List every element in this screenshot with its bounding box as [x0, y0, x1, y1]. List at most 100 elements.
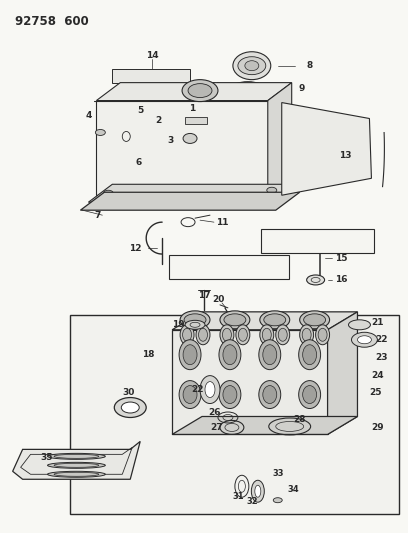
FancyBboxPatch shape	[169, 255, 289, 279]
Ellipse shape	[299, 381, 321, 408]
Ellipse shape	[263, 385, 277, 403]
Text: 13: 13	[339, 151, 352, 160]
Text: 34: 34	[288, 484, 299, 494]
Polygon shape	[13, 441, 140, 479]
Text: 30: 30	[122, 388, 135, 397]
Ellipse shape	[203, 196, 213, 202]
Ellipse shape	[307, 275, 325, 285]
Polygon shape	[172, 416, 357, 434]
Text: 22: 22	[191, 385, 203, 394]
Text: 35: 35	[40, 453, 53, 462]
Ellipse shape	[352, 332, 377, 347]
Ellipse shape	[200, 376, 220, 403]
Ellipse shape	[179, 340, 201, 370]
Ellipse shape	[205, 382, 215, 398]
Ellipse shape	[180, 325, 194, 345]
Ellipse shape	[220, 311, 250, 329]
Ellipse shape	[95, 130, 105, 135]
Ellipse shape	[224, 314, 246, 326]
Bar	[112, 69, 190, 83]
Ellipse shape	[196, 325, 210, 345]
Text: AIR CLEANER: AIR CLEANER	[292, 237, 343, 246]
Text: 18: 18	[142, 350, 155, 359]
Text: 31: 31	[232, 492, 244, 500]
Text: 1: 1	[189, 104, 195, 113]
Ellipse shape	[183, 385, 197, 403]
Text: 28: 28	[293, 415, 306, 424]
Text: 14: 14	[146, 51, 158, 60]
Polygon shape	[172, 312, 357, 330]
Ellipse shape	[114, 398, 146, 417]
Ellipse shape	[182, 79, 218, 102]
Ellipse shape	[220, 325, 234, 345]
Ellipse shape	[183, 345, 197, 365]
Ellipse shape	[238, 328, 247, 341]
Ellipse shape	[303, 385, 317, 403]
Ellipse shape	[222, 328, 231, 341]
Ellipse shape	[278, 328, 287, 341]
Ellipse shape	[260, 311, 290, 329]
Ellipse shape	[267, 187, 277, 193]
Text: 3: 3	[167, 136, 173, 145]
Bar	[71, 315, 399, 514]
Ellipse shape	[263, 345, 277, 365]
Ellipse shape	[184, 314, 206, 326]
Text: 26: 26	[209, 408, 221, 417]
Ellipse shape	[182, 328, 191, 341]
Ellipse shape	[153, 195, 163, 201]
Ellipse shape	[260, 325, 274, 345]
Text: 20: 20	[212, 295, 224, 304]
Ellipse shape	[103, 190, 113, 196]
Ellipse shape	[199, 328, 208, 341]
Polygon shape	[268, 83, 292, 195]
Text: 8: 8	[306, 61, 313, 70]
Polygon shape	[80, 192, 299, 210]
Text: 25: 25	[369, 388, 381, 397]
Ellipse shape	[303, 345, 317, 365]
Ellipse shape	[299, 340, 321, 370]
Polygon shape	[282, 102, 371, 195]
Ellipse shape	[299, 325, 314, 345]
Ellipse shape	[185, 320, 205, 329]
Text: SURGE TANK: SURGE TANK	[204, 262, 253, 271]
FancyBboxPatch shape	[261, 229, 375, 253]
Text: 17: 17	[198, 292, 210, 301]
Ellipse shape	[219, 381, 241, 408]
Text: 33: 33	[272, 469, 284, 478]
Ellipse shape	[299, 311, 330, 329]
Text: 4: 4	[85, 111, 91, 120]
Ellipse shape	[264, 314, 286, 326]
Text: 16: 16	[335, 276, 348, 285]
Polygon shape	[96, 101, 268, 195]
Text: 29: 29	[371, 423, 384, 432]
Text: 32: 32	[246, 497, 257, 506]
Ellipse shape	[223, 345, 237, 365]
Ellipse shape	[259, 381, 281, 408]
Ellipse shape	[348, 320, 370, 330]
Text: 6: 6	[135, 158, 141, 167]
Ellipse shape	[259, 340, 281, 370]
Ellipse shape	[121, 402, 139, 413]
Ellipse shape	[219, 340, 241, 370]
Text: 9: 9	[299, 84, 305, 93]
Bar	[185, 117, 207, 125]
Ellipse shape	[251, 480, 264, 502]
Text: 9: 9	[245, 84, 251, 93]
Ellipse shape	[262, 328, 271, 341]
Ellipse shape	[253, 194, 263, 200]
Ellipse shape	[304, 314, 326, 326]
Text: 11: 11	[216, 217, 228, 227]
Ellipse shape	[183, 133, 197, 143]
Ellipse shape	[276, 325, 290, 345]
Text: 12: 12	[129, 244, 142, 253]
Text: 21: 21	[371, 318, 384, 327]
Ellipse shape	[238, 56, 266, 75]
Text: 10: 10	[333, 114, 346, 123]
Text: 27: 27	[211, 423, 223, 432]
Text: 15: 15	[335, 254, 348, 263]
Polygon shape	[172, 330, 328, 434]
Ellipse shape	[223, 385, 237, 403]
Text: 22: 22	[375, 335, 388, 344]
Ellipse shape	[179, 381, 201, 408]
Ellipse shape	[231, 82, 265, 95]
